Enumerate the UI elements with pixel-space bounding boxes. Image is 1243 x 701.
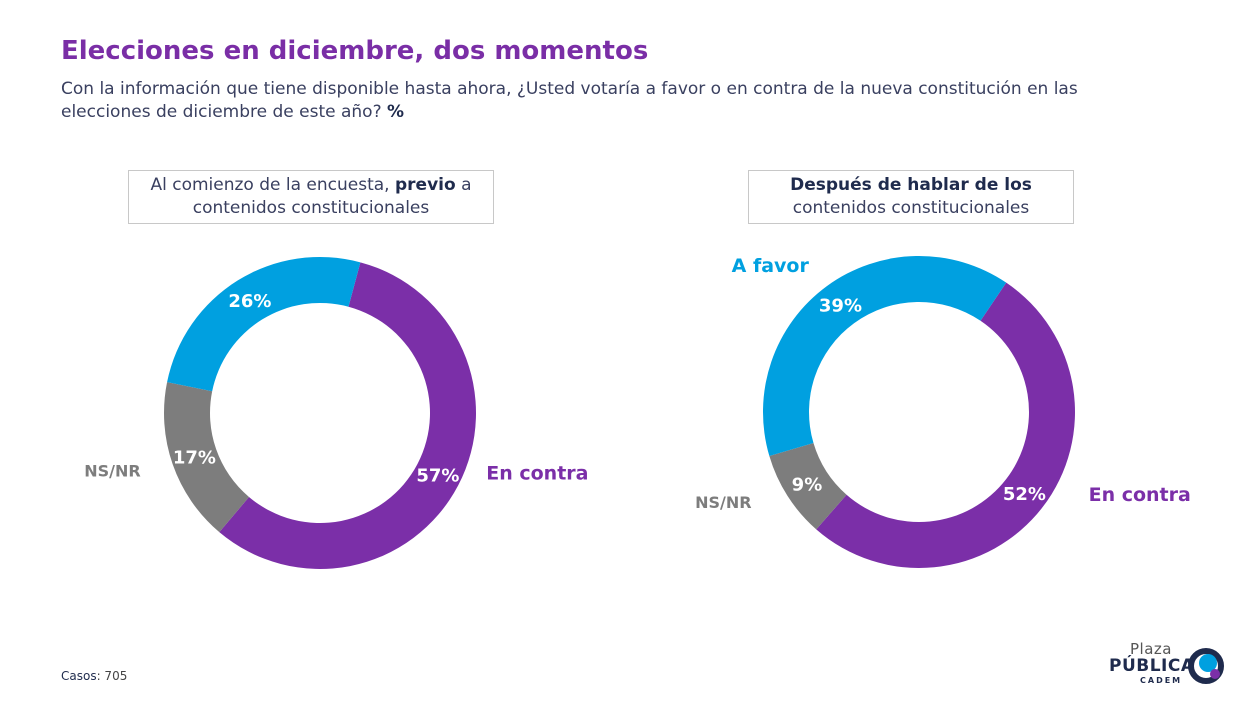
chart1-value-label-0: 57% bbox=[416, 466, 459, 487]
logo-swirl-icon bbox=[1188, 648, 1224, 684]
subtitle-question: Con la información que tiene disponible … bbox=[61, 79, 1078, 122]
chart1-title-box: Al comienzo de la encuesta, previo a con… bbox=[128, 170, 494, 224]
chart2-title-part1: Después de hablar de los bbox=[790, 175, 1032, 195]
chart2-value-label-1: 9% bbox=[792, 475, 823, 496]
page-subtitle: Con la información que tiene disponible … bbox=[61, 78, 1141, 124]
logo-text-cadem: CADEM bbox=[1140, 676, 1183, 685]
logo-text-publica: PÚBLICA bbox=[1109, 656, 1195, 676]
chart1-category-label-1: NS/NR bbox=[84, 461, 140, 480]
chart2-slice-2 bbox=[763, 256, 1007, 457]
chart1-slice-0 bbox=[219, 262, 477, 570]
chart2-value-label-2: 39% bbox=[819, 296, 862, 317]
chart2-category-label-2: A favor bbox=[732, 255, 810, 277]
chart2-slice-1 bbox=[769, 443, 847, 530]
brand-logo: Plaza PÚBLICA CADEM bbox=[1100, 640, 1230, 690]
chart2-title-part2: contenidos constitucionales bbox=[792, 198, 1030, 218]
chart1-title-part1: Al comienzo de la encuesta, bbox=[150, 175, 390, 195]
chart1-title-part2: previo bbox=[395, 175, 456, 195]
chart1-category-label-0: En contra bbox=[486, 462, 588, 484]
footer-cases: Casos: 705 bbox=[61, 669, 127, 683]
chart1-slice-1 bbox=[164, 382, 249, 533]
subtitle-unit: % bbox=[387, 102, 405, 122]
chart2-category-label-1: NS/NR bbox=[695, 493, 751, 512]
chart2-slice-0 bbox=[816, 282, 1075, 568]
chart1-value-label-1: 17% bbox=[173, 448, 216, 469]
chart1-slice-2 bbox=[167, 257, 361, 392]
cases-value: : 705 bbox=[96, 669, 128, 683]
chart1-value-label-2: 26% bbox=[228, 291, 271, 312]
page-title: Elecciones en diciembre, dos momentos bbox=[61, 36, 649, 66]
cases-label: Casos bbox=[61, 669, 97, 683]
chart1-title-part3: a contenidos constitucionales bbox=[192, 175, 472, 218]
chart2-title-box: Después de hablar de los contenidos const… bbox=[748, 170, 1074, 224]
chart2-category-label-0: En contra bbox=[1089, 484, 1191, 506]
logo-text-plaza: Plaza bbox=[1130, 640, 1172, 658]
chart2-value-label-0: 52% bbox=[1003, 484, 1046, 505]
